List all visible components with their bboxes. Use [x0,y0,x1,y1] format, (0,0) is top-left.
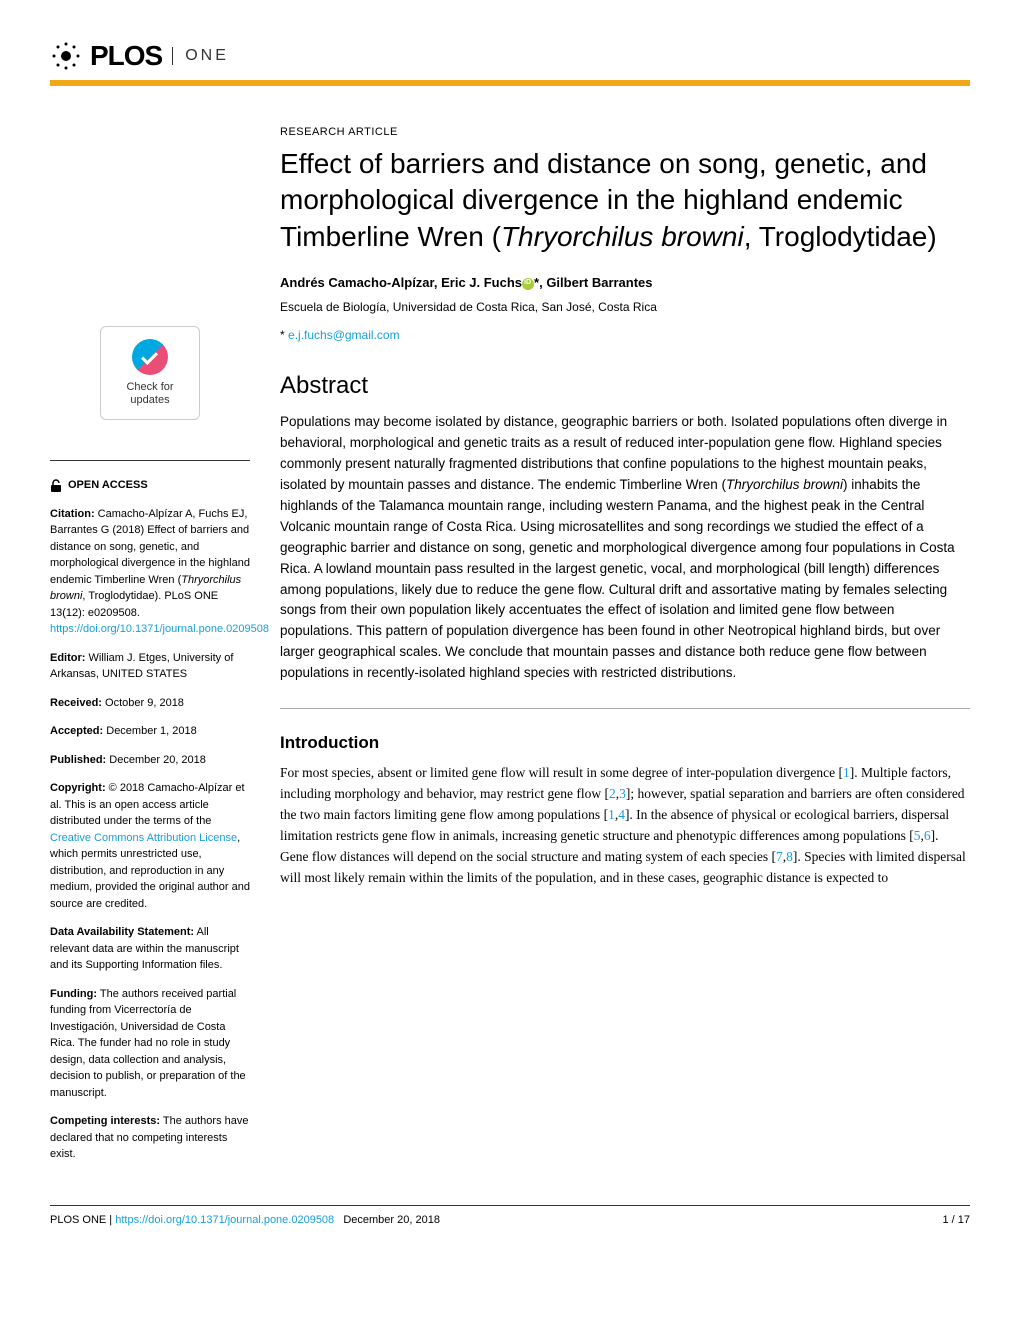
orcid-icon[interactable] [522,278,534,290]
data-availability-section: Data Availability Statement: All relevan… [50,924,250,974]
plos-dots-icon [50,40,82,72]
authors-suffix: *, Gilbert Barrantes [534,275,653,290]
ref-4[interactable]: 4 [618,807,625,822]
intro-a: For most species, absent or limited gene… [280,765,843,780]
funding-label: Funding: [50,988,97,1000]
correspondence: * e.j.fuchs@gmail.com [280,328,970,342]
published-section: Published: December 20, 2018 [50,752,250,769]
ref-8[interactable]: 8 [786,849,793,864]
ref-2[interactable]: 2 [609,786,616,801]
ref-1b[interactable]: 1 [608,807,615,822]
authors-names: Andrés Camacho-Alpízar, Eric J. Fuchs [280,275,522,290]
journal-header: PLOS ONE [50,40,970,72]
ref-5[interactable]: 5 [914,828,921,843]
received-text: October 9, 2018 [102,697,184,709]
accepted-text: December 1, 2018 [103,725,197,737]
footer-date: December 20, 2018 [343,1214,440,1226]
competing-label: Competing interests: [50,1115,160,1127]
ref-1[interactable]: 1 [843,765,850,780]
ref-7[interactable]: 7 [776,849,783,864]
open-access-badge: OPEN ACCESS [50,477,250,494]
main-content: RESEARCH ARTICLE Effect of barriers and … [280,126,970,1175]
plos-text: PLOS [90,40,162,72]
received-section: Received: October 9, 2018 [50,695,250,712]
footer-left: PLOS ONE | https://doi.org/10.1371/journ… [50,1214,440,1226]
footer-doi-link[interactable]: https://doi.org/10.1371/journal.pone.020… [115,1214,334,1226]
intro-heading: Introduction [280,733,970,753]
check-updates-box[interactable]: Check for updates [100,326,200,420]
footer-journal: PLOS ONE | [50,1214,115,1226]
intro-paragraph: For most species, absent or limited gene… [280,763,970,889]
competing-section: Competing interests: The authors have de… [50,1113,250,1163]
published-label: Published: [50,754,106,766]
sidebar: Check for updates OPEN ACCESS Citation: … [50,126,250,1175]
check-updates-label: Check for updates [113,381,187,407]
section-divider [280,708,970,709]
footer-page-number: 1 / 17 [942,1214,970,1226]
email-link[interactable]: e.j.fuchs@gmail.com [288,328,400,342]
accepted-section: Accepted: December 1, 2018 [50,723,250,740]
ref-6[interactable]: 6 [924,828,931,843]
article-type: RESEARCH ARTICLE [280,126,970,138]
published-text: December 20, 2018 [106,754,206,766]
funding-text: The authors received partial funding fro… [50,988,246,1099]
title-after: , Troglodytidae) [744,221,937,252]
article-title: Effect of barriers and distance on song,… [280,146,970,255]
citation-label: Citation: [50,508,95,520]
page-footer: PLOS ONE | https://doi.org/10.1371/journ… [50,1205,970,1226]
citation-section: Citation: Camacho-Alpízar A, Fuchs EJ, B… [50,506,250,638]
content-wrapper: Check for updates OPEN ACCESS Citation: … [50,126,970,1175]
abstract-text: Populations may become isolated by dista… [280,412,970,684]
abstract-after: ) inhabits the highlands of the Talamanc… [280,477,955,680]
copyright-label: Copyright: [50,782,106,794]
editor-section: Editor: William J. Etges, University of … [50,650,250,683]
email-prefix: * [280,328,288,342]
received-label: Received: [50,697,102,709]
affiliation: Escuela de Biología, Universidad de Cost… [280,300,970,314]
journal-subtitle: ONE [172,47,229,65]
editor-label: Editor: [50,652,85,664]
citation-doi-link[interactable]: https://doi.org/10.1371/journal.pone.020… [50,623,269,635]
sidebar-divider [50,460,250,461]
accepted-label: Accepted: [50,725,103,737]
check-updates-icon [132,339,168,375]
page-container: PLOS ONE Check for updates OPEN ACCESS C… [0,0,1020,1256]
ref-3[interactable]: 3 [619,786,626,801]
open-lock-icon [50,479,62,493]
data-label: Data Availability Statement: [50,926,194,938]
header-divider [50,80,970,86]
title-italic: Thryorchilus browni [501,221,744,252]
copyright-section: Copyright: © 2018 Camacho-Alpízar et al.… [50,780,250,912]
plos-logo: PLOS [50,40,162,72]
cc-license-link[interactable]: Creative Commons Attribution License [50,832,237,844]
funding-section: Funding: The authors received partial fu… [50,986,250,1102]
abstract-heading: Abstract [280,372,970,400]
abstract-italic: Thryorchilus browni [726,477,843,492]
authors-line: Andrés Camacho-Alpízar, Eric J. Fuchs *, … [280,275,970,290]
open-access-text: OPEN ACCESS [68,477,148,494]
